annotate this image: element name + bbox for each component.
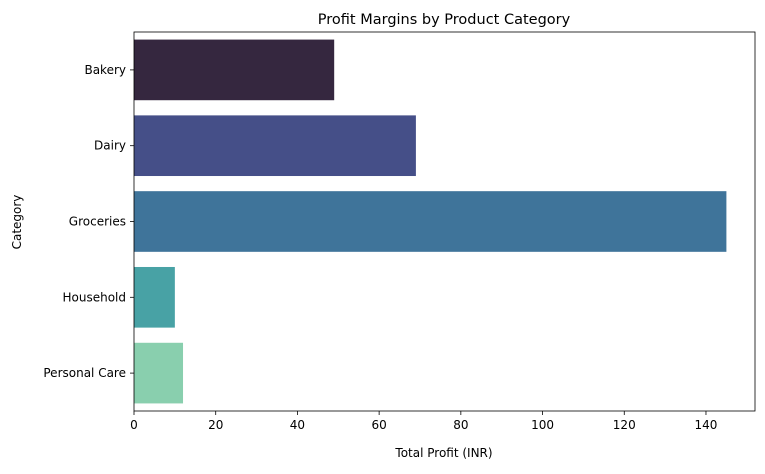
bar-bakery (134, 39, 335, 101)
bar-groceries (134, 191, 727, 252)
x-tick-label-20: 20 (208, 418, 223, 432)
x-tick-label-0: 0 (130, 418, 138, 432)
x-tick-label-80: 80 (453, 418, 468, 432)
bar-personal-care (134, 342, 184, 404)
bars-layer (134, 39, 727, 404)
y-tick-label-bakery: Bakery (84, 63, 126, 77)
x-tick-label-100: 100 (531, 418, 554, 432)
x-axis-label: Total Profit (INR) (394, 446, 492, 460)
x-tick-label-120: 120 (613, 418, 636, 432)
x-axis-ticks: 0 20 40 60 80 100 120 140 (130, 411, 717, 432)
bar-household (134, 266, 175, 328)
chart-title: Profit Margins by Product Category (318, 12, 571, 28)
y-tick-label-dairy: Dairy (94, 139, 126, 153)
y-tick-label-groceries: Groceries (69, 215, 126, 229)
y-tick-label-personal-care: Personal Care (43, 366, 126, 380)
y-axis-ticks: Bakery Dairy Groceries Household Personal Ca… (43, 63, 134, 380)
x-tick-label-140: 140 (695, 418, 718, 432)
y-tick-label-household: Household (62, 290, 126, 304)
y-axis-label: Category (10, 195, 24, 250)
bar-dairy (134, 115, 416, 177)
x-tick-label-40: 40 (290, 418, 305, 432)
x-tick-label-60: 60 (371, 418, 386, 432)
